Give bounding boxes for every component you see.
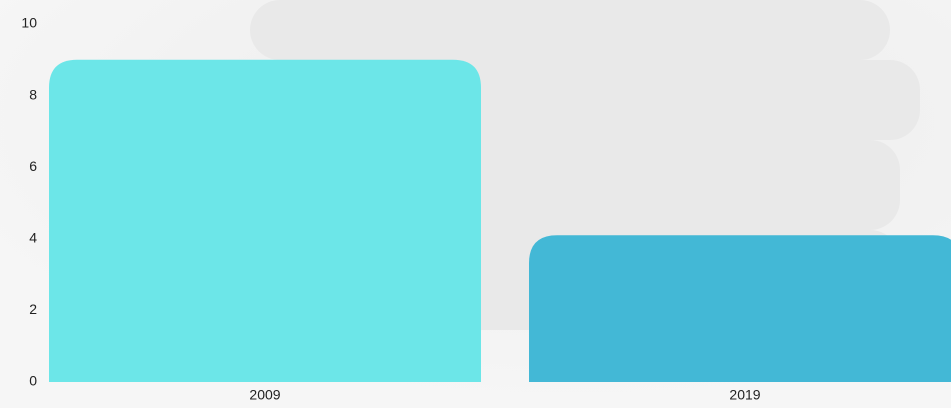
bar: [529, 235, 951, 382]
y-tick-label: 8: [29, 86, 37, 102]
y-tick-label: 10: [21, 15, 37, 31]
bar: [49, 59, 481, 383]
y-tick-label: 6: [29, 158, 37, 174]
x-tick-label: 2009: [249, 387, 280, 403]
y-tick-label: 4: [29, 230, 37, 246]
y-tick-label: 2: [29, 301, 37, 317]
x-tick-label: 2019: [729, 387, 760, 403]
y-tick-label: 0: [29, 373, 37, 389]
